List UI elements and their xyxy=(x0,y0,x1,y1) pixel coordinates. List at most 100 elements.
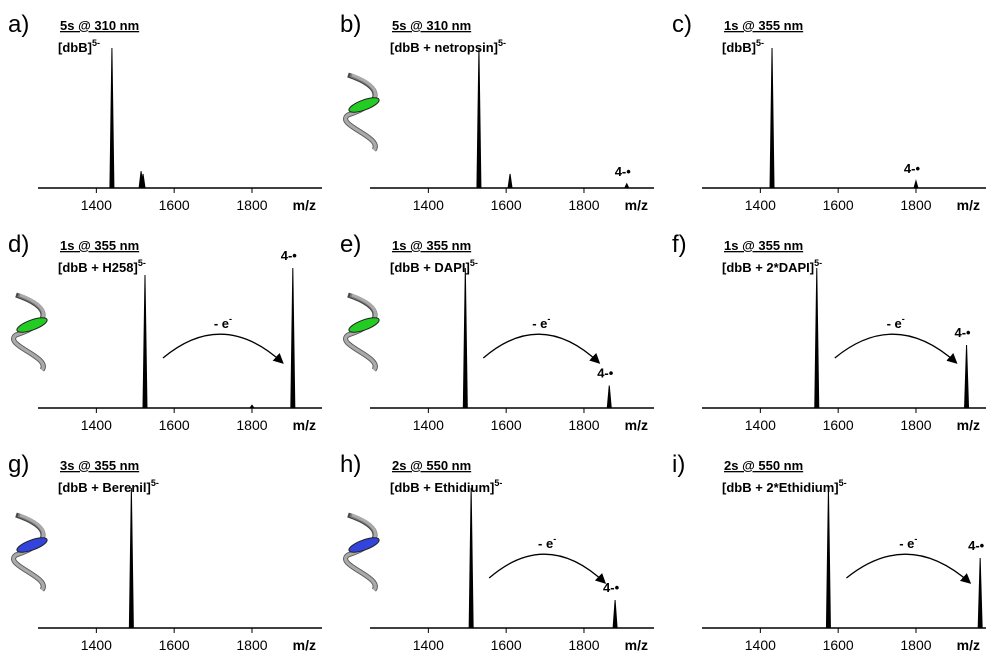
arrow-label-text: - e xyxy=(887,316,902,331)
ligand xyxy=(348,97,380,113)
arrow-label: - e- xyxy=(887,314,905,331)
x-tick-label: 1400 xyxy=(81,637,112,653)
panel-title: 1s @ 355 nm xyxy=(724,18,803,33)
x-axis-label: m/z xyxy=(293,637,316,653)
panel: f) 1s @ 355 nm [dbB + 2*DAPI]5- 1400 1600 180… xyxy=(672,231,986,433)
dna-strand xyxy=(344,73,377,151)
peak-label: 4-• xyxy=(954,325,971,340)
panel-title: 5s @ 310 nm xyxy=(392,18,471,33)
peak xyxy=(825,487,831,629)
subtitle-text: [dbB + netropsin] xyxy=(390,40,498,55)
subtitle-sup: 5- xyxy=(92,38,100,48)
arrow-label-sup: - xyxy=(902,314,905,324)
subtitle-text: [dbB + Ethidium] xyxy=(390,480,494,495)
electron-arrow xyxy=(162,333,284,364)
x-tick-label: 1800 xyxy=(236,197,267,213)
panel-label: d) xyxy=(8,231,29,258)
panel-subtitle: [dbB + Berenil]5- xyxy=(58,478,159,495)
x-tick-label: 1800 xyxy=(900,417,931,433)
peak xyxy=(109,47,115,189)
panel-title: 5s @ 310 nm xyxy=(60,18,139,33)
panel-label: a) xyxy=(8,11,29,38)
peak xyxy=(476,47,482,189)
peak xyxy=(462,267,468,409)
panel-title: 1s @ 355 nm xyxy=(392,238,471,253)
subtitle-sup: 5- xyxy=(470,258,478,268)
x-tick-label: 1800 xyxy=(900,197,931,213)
peak xyxy=(913,179,919,189)
subtitle-text: [dbB + 2*DAPI] xyxy=(722,260,814,275)
peak-label: 4-• xyxy=(904,161,921,176)
arrow-label-text: - e xyxy=(214,316,229,331)
peak xyxy=(249,404,255,409)
x-tick-label: 1400 xyxy=(81,417,112,433)
panel-label: h) xyxy=(340,451,361,478)
arrow-label: - e- xyxy=(532,314,550,331)
x-tick-label: 1600 xyxy=(159,197,190,213)
x-tick-label: 1800 xyxy=(236,637,267,653)
panel-subtitle: [dbB + DAPI]5- xyxy=(390,258,478,275)
panel-subtitle: [dbB]5- xyxy=(722,38,764,55)
peak xyxy=(977,557,983,629)
panel-subtitle: [dbB + 2*DAPI]5- xyxy=(722,258,822,275)
panel: h) 2s @ 550 nm [dbB + Ethidium]5- 1400 1600 1… xyxy=(340,451,654,653)
panel-label: e) xyxy=(340,231,361,258)
panel: i) 2s @ 550 nm [dbB + 2*Ethidium]5- 1400 160… xyxy=(672,451,986,653)
x-axis-label: m/z xyxy=(293,197,316,213)
subtitle-text: [dbB + H258] xyxy=(58,260,138,275)
x-tick-label: 1400 xyxy=(413,197,444,213)
x-tick-label: 1600 xyxy=(823,637,854,653)
arrow-label: - e- xyxy=(538,534,556,551)
panel-subtitle: [dbB + netropsin]5- xyxy=(390,38,506,55)
panel: d) 1s @ 355 nm [dbB + H258]5- 1400 1600 1800 m… xyxy=(8,231,322,433)
dna-icon xyxy=(11,512,48,592)
panel: b) 5s @ 310 nm [dbB + netropsin]5- 1400 1600… xyxy=(340,11,654,213)
subtitle-text: [dbB] xyxy=(722,40,756,55)
x-tick-label: 1600 xyxy=(491,197,522,213)
subtitle-sup: 5- xyxy=(498,38,506,48)
electron-arrow xyxy=(834,333,958,364)
subtitle-sup: 5- xyxy=(138,258,146,268)
x-tick-label: 1600 xyxy=(823,197,854,213)
peak-label: 4-• xyxy=(603,580,620,595)
x-tick-label: 1400 xyxy=(413,637,444,653)
electron-arrow xyxy=(482,333,601,364)
subtitle-sup: 5- xyxy=(756,38,764,48)
dna-icon xyxy=(11,292,48,372)
ligand xyxy=(348,537,380,553)
panel-subtitle: [dbB + Ethidium]5- xyxy=(390,478,502,495)
x-tick-label: 1800 xyxy=(900,637,931,653)
x-tick-label: 1400 xyxy=(745,417,776,433)
subtitle-sup: 5- xyxy=(151,478,159,488)
subtitle-sup: 5- xyxy=(839,478,847,488)
x-axis-label: m/z xyxy=(625,197,648,213)
subtitle-text: [dbB + DAPI] xyxy=(390,260,470,275)
peak xyxy=(128,487,134,629)
arrow-label-text: - e xyxy=(538,536,553,551)
x-axis-label: m/z xyxy=(625,637,648,653)
arrow-label-sup: - xyxy=(229,314,232,324)
panel: e) 1s @ 355 nm [dbB + DAPI]5- 1400 1600 1800 m… xyxy=(340,231,654,433)
peak-label: 4-• xyxy=(968,538,985,553)
x-axis-label: m/z xyxy=(957,417,980,433)
panel-subtitle: [dbB]5- xyxy=(58,38,100,55)
x-tick-label: 1600 xyxy=(159,417,190,433)
x-tick-label: 1600 xyxy=(823,417,854,433)
arrow-label-sup: - xyxy=(914,534,917,544)
subtitle-text: [dbB + Berenil] xyxy=(58,480,151,495)
dna-strand xyxy=(344,293,377,371)
arrow-label: - e- xyxy=(899,534,917,551)
panel-subtitle: [dbB + H258]5- xyxy=(58,258,146,275)
arrow-label-text: - e xyxy=(532,316,547,331)
panel-label: b) xyxy=(340,11,361,38)
arrow-label-sup: - xyxy=(547,314,550,324)
x-tick-label: 1400 xyxy=(81,197,112,213)
peak xyxy=(814,267,820,409)
x-tick-label: 1600 xyxy=(491,637,522,653)
panel-label: i) xyxy=(672,451,685,478)
peak-label: 4-• xyxy=(597,366,614,381)
dna-icon xyxy=(343,72,380,152)
panel-title: 2s @ 550 nm xyxy=(724,458,803,473)
x-tick-label: 1600 xyxy=(491,417,522,433)
panel-subtitle: [dbB + 2*Ethidium]5- xyxy=(722,478,847,495)
